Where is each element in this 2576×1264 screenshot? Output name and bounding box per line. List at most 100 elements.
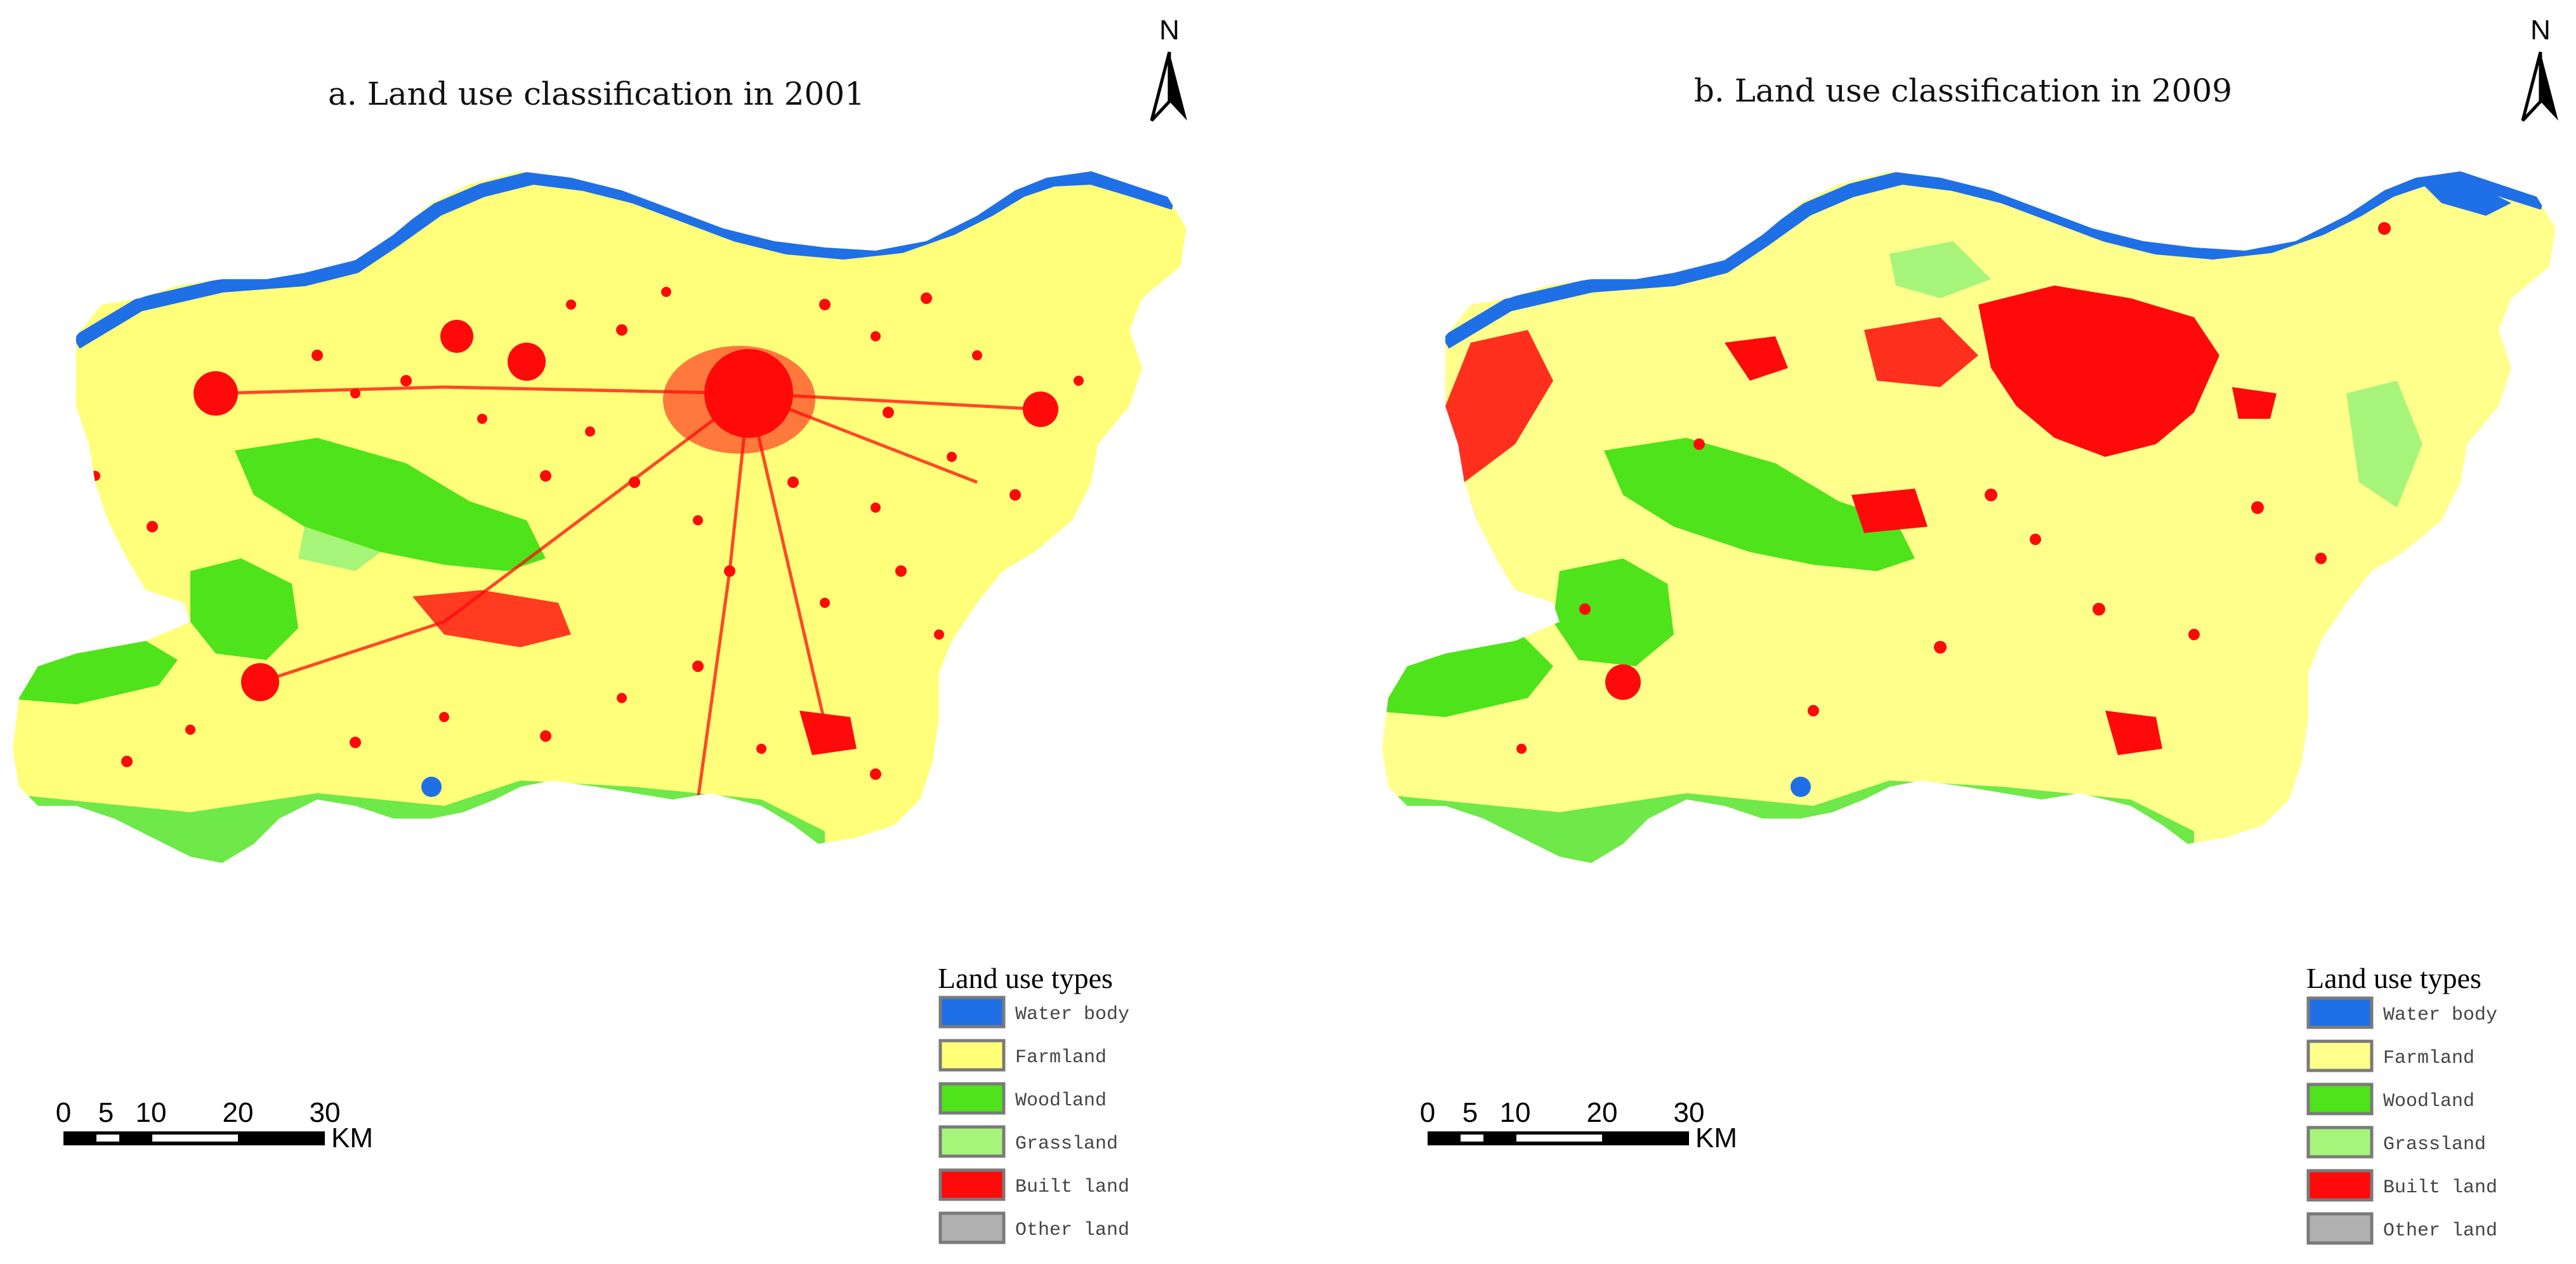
legend-item: Farmland [938, 1039, 1107, 1072]
river [1442, 171, 2546, 349]
legend-swatch [2306, 1126, 2374, 1159]
woodland-west [1553, 558, 1674, 666]
legend-title: Land use types [2306, 962, 2481, 994]
legend-label: Water body [2383, 1004, 2497, 1026]
woodland-hills [235, 438, 546, 571]
north-arrow-right-icon [2540, 52, 2558, 121]
north-arrow-left-icon [2521, 51, 2542, 122]
legend-swatch [2306, 996, 2374, 1029]
legend-swatch [938, 1168, 1006, 1201]
scale-tick-10: 10 [1500, 1097, 1531, 1128]
legend-swatch [938, 1125, 1006, 1158]
legend-item: Other land [2306, 1212, 2497, 1245]
woodland-hills [1604, 438, 1915, 571]
scale-tick-5: 5 [98, 1097, 114, 1128]
scale-unit: KM [331, 1122, 373, 1154]
panel-title: a. Land use classification in 2001 [328, 76, 865, 112]
legend-swatch [938, 996, 1006, 1029]
built-scatter [90, 287, 1084, 780]
legend-label: Farmland [1015, 1047, 1107, 1069]
reservoir [1791, 777, 1811, 797]
woodland-west [190, 558, 298, 660]
legend-item: Other land [938, 1211, 1129, 1244]
legend-item: Water body [2306, 996, 2497, 1029]
scale-tick-30: 30 [1674, 1097, 1705, 1128]
grassland-north [1889, 241, 1991, 298]
legend-label: Grassland [2383, 1134, 2486, 1155]
scale-tick-5: 5 [1462, 1097, 1478, 1128]
farmland-area [13, 171, 1186, 863]
legend-swatch [938, 1211, 1006, 1244]
scale-bar: 0 5 10 20 30 KM [1420, 1097, 1737, 1154]
legend: Land use types Water body Farmland Woodlan… [938, 962, 1129, 1244]
scale-bar: 0 5 10 20 30 KM [56, 1097, 373, 1154]
north-arrow: N [1150, 15, 1187, 122]
land-use-map-2009 [1382, 171, 2556, 863]
legend-swatch [2306, 1039, 2374, 1072]
legend-item: Woodland [2306, 1083, 2474, 1116]
legend-label: Woodland [2383, 1091, 2474, 1112]
land-use-map-2001 [13, 171, 1186, 863]
built-town-west [1414, 501, 1483, 546]
built-town-north [1725, 336, 1788, 381]
north-label: N [1159, 15, 1180, 46]
scale-tick-0: 0 [56, 1097, 71, 1128]
legend-swatch [2306, 1083, 2374, 1116]
legend-swatch [2306, 1212, 2374, 1245]
built-town-northwest [1433, 330, 1553, 482]
legend-item: Water body [938, 996, 1129, 1029]
river-wide-section [2422, 184, 2511, 216]
built-cluster-center [1851, 489, 1928, 533]
built-cluster-southeast [799, 711, 857, 755]
legend-swatch [938, 1082, 1006, 1115]
north-arrow-left-icon [1150, 51, 1171, 122]
north-label: N [2530, 15, 2551, 46]
scale-tick-20: 20 [1587, 1097, 1618, 1128]
legend-swatch [938, 1039, 1006, 1072]
panel-2001: a. Land use classification in 2001 N [13, 15, 1187, 1244]
legend-swatch [2306, 1169, 2374, 1202]
scale-bar-segment [1516, 1135, 1602, 1142]
legend-item: Grassland [2306, 1126, 2486, 1159]
legend-title: Land use types [938, 962, 1113, 994]
legend-label: Other land [1015, 1220, 1129, 1241]
scale-tick-0: 0 [1420, 1097, 1435, 1128]
scale-bar-segment [1461, 1135, 1483, 1142]
legend-label: Other land [2383, 1220, 2497, 1242]
scale-tick-10: 10 [136, 1097, 167, 1128]
panel-title: b. Land use classification in 2009 [1694, 72, 2232, 109]
grassland-patch [298, 527, 381, 571]
legend-label: Water body [1015, 1004, 1129, 1025]
river [72, 171, 1176, 349]
legend-label: Grassland [1015, 1133, 1118, 1155]
legend-item: Woodland [938, 1082, 1107, 1115]
north-arrow-right-icon [1169, 52, 1187, 121]
legend-item: Built land [938, 1168, 1129, 1201]
scale-unit: KM [1695, 1122, 1737, 1154]
legend-label: Built land [1015, 1176, 1129, 1198]
legend: Land use types Water body Farmland Woodlan… [2306, 962, 2497, 1245]
scale-bar-segment [96, 1135, 119, 1142]
scale-tick-20: 20 [223, 1097, 254, 1128]
legend-item: Farmland [2306, 1039, 2474, 1072]
built-city-west [1864, 317, 1978, 387]
legend-item: Built land [2306, 1169, 2497, 1202]
scale-bar-segment [152, 1135, 238, 1142]
built-cluster-center [412, 590, 571, 647]
legend-label: Built land [2383, 1177, 2497, 1199]
scale-tick-30: 30 [310, 1097, 341, 1128]
north-arrow: N [2521, 15, 2558, 122]
built-scatter [1516, 222, 2391, 754]
built-town-northwest [440, 320, 473, 353]
panel-2009: b. Land use classification in 2009 N [1382, 15, 2558, 1245]
built-town-east [2232, 387, 2277, 419]
built-town-southwest [1605, 664, 1641, 700]
legend-item: Grassland [938, 1125, 1118, 1158]
grassland-east [2346, 381, 2422, 508]
built-town-north [508, 343, 546, 381]
road-network [215, 385, 1041, 800]
legend-label: Farmland [2383, 1048, 2474, 1069]
reservoir [421, 777, 442, 797]
legend-label: Woodland [1015, 1090, 1107, 1112]
